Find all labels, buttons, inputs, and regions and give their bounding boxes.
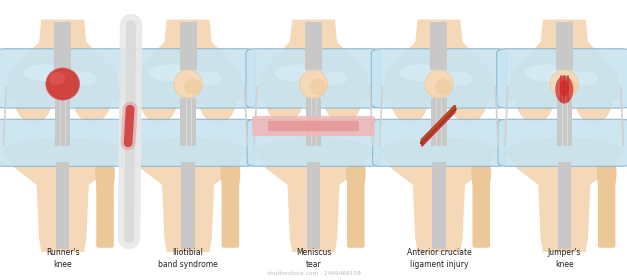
Ellipse shape [574, 73, 613, 123]
Ellipse shape [346, 153, 366, 195]
Ellipse shape [73, 73, 111, 123]
Ellipse shape [59, 78, 76, 95]
FancyBboxPatch shape [120, 49, 256, 108]
Ellipse shape [551, 70, 578, 98]
FancyBboxPatch shape [371, 49, 507, 108]
Ellipse shape [449, 73, 487, 123]
Ellipse shape [172, 70, 204, 109]
Ellipse shape [525, 64, 570, 81]
Ellipse shape [549, 70, 580, 109]
Ellipse shape [399, 64, 445, 81]
FancyBboxPatch shape [268, 121, 359, 131]
Text: Meniscus
tear: Meniscus tear [296, 248, 331, 269]
Text: Runner's
knee: Runner's knee [46, 248, 80, 269]
Ellipse shape [505, 137, 623, 165]
Ellipse shape [46, 68, 80, 100]
Ellipse shape [298, 70, 329, 109]
Ellipse shape [184, 78, 201, 95]
Polygon shape [129, 151, 247, 252]
Ellipse shape [174, 70, 202, 98]
Ellipse shape [140, 73, 178, 123]
Ellipse shape [570, 71, 598, 85]
Ellipse shape [198, 73, 236, 123]
Ellipse shape [319, 71, 347, 85]
FancyBboxPatch shape [247, 119, 380, 166]
FancyBboxPatch shape [372, 119, 505, 166]
FancyBboxPatch shape [497, 49, 627, 108]
Polygon shape [379, 151, 498, 252]
FancyBboxPatch shape [347, 178, 364, 248]
FancyBboxPatch shape [0, 119, 129, 166]
Ellipse shape [379, 137, 498, 165]
Ellipse shape [597, 153, 616, 195]
FancyBboxPatch shape [252, 116, 375, 136]
FancyBboxPatch shape [498, 119, 627, 166]
Ellipse shape [149, 64, 194, 81]
Ellipse shape [561, 78, 577, 95]
Polygon shape [254, 151, 372, 252]
Ellipse shape [129, 137, 247, 165]
Ellipse shape [472, 153, 491, 195]
Ellipse shape [48, 70, 77, 98]
FancyBboxPatch shape [96, 178, 113, 248]
Ellipse shape [310, 78, 327, 95]
FancyBboxPatch shape [0, 49, 130, 108]
Ellipse shape [324, 73, 362, 123]
Ellipse shape [68, 71, 97, 85]
Ellipse shape [95, 153, 115, 195]
Polygon shape [4, 151, 122, 252]
Ellipse shape [265, 73, 303, 123]
Polygon shape [508, 20, 621, 101]
Ellipse shape [560, 80, 569, 97]
Ellipse shape [435, 78, 452, 95]
Ellipse shape [194, 71, 222, 85]
Ellipse shape [23, 64, 68, 81]
Ellipse shape [14, 73, 53, 123]
Polygon shape [6, 20, 119, 101]
Ellipse shape [423, 70, 455, 109]
Text: Anterior cruciate
ligament injury: Anterior cruciate ligament injury [406, 248, 472, 269]
Ellipse shape [47, 70, 78, 109]
Ellipse shape [274, 64, 319, 81]
Polygon shape [257, 20, 370, 101]
Ellipse shape [3, 137, 122, 165]
Ellipse shape [391, 73, 429, 123]
Polygon shape [505, 151, 623, 252]
Ellipse shape [49, 72, 65, 85]
Ellipse shape [424, 70, 453, 98]
Text: Jumper's
knee: Jumper's knee [547, 248, 581, 269]
Ellipse shape [221, 153, 240, 195]
Polygon shape [382, 20, 495, 101]
Ellipse shape [254, 137, 372, 165]
Text: shutterstock.com · 2469466109: shutterstock.com · 2469466109 [266, 271, 361, 276]
FancyBboxPatch shape [122, 119, 255, 166]
Text: Iliotibial
band syndrome: Iliotibial band syndrome [158, 248, 218, 269]
Ellipse shape [445, 71, 473, 85]
Ellipse shape [299, 70, 327, 98]
FancyBboxPatch shape [221, 178, 239, 248]
Ellipse shape [516, 73, 554, 123]
Polygon shape [132, 20, 245, 101]
Ellipse shape [556, 76, 573, 104]
FancyBboxPatch shape [598, 178, 615, 248]
FancyBboxPatch shape [246, 49, 381, 108]
FancyBboxPatch shape [472, 178, 490, 248]
